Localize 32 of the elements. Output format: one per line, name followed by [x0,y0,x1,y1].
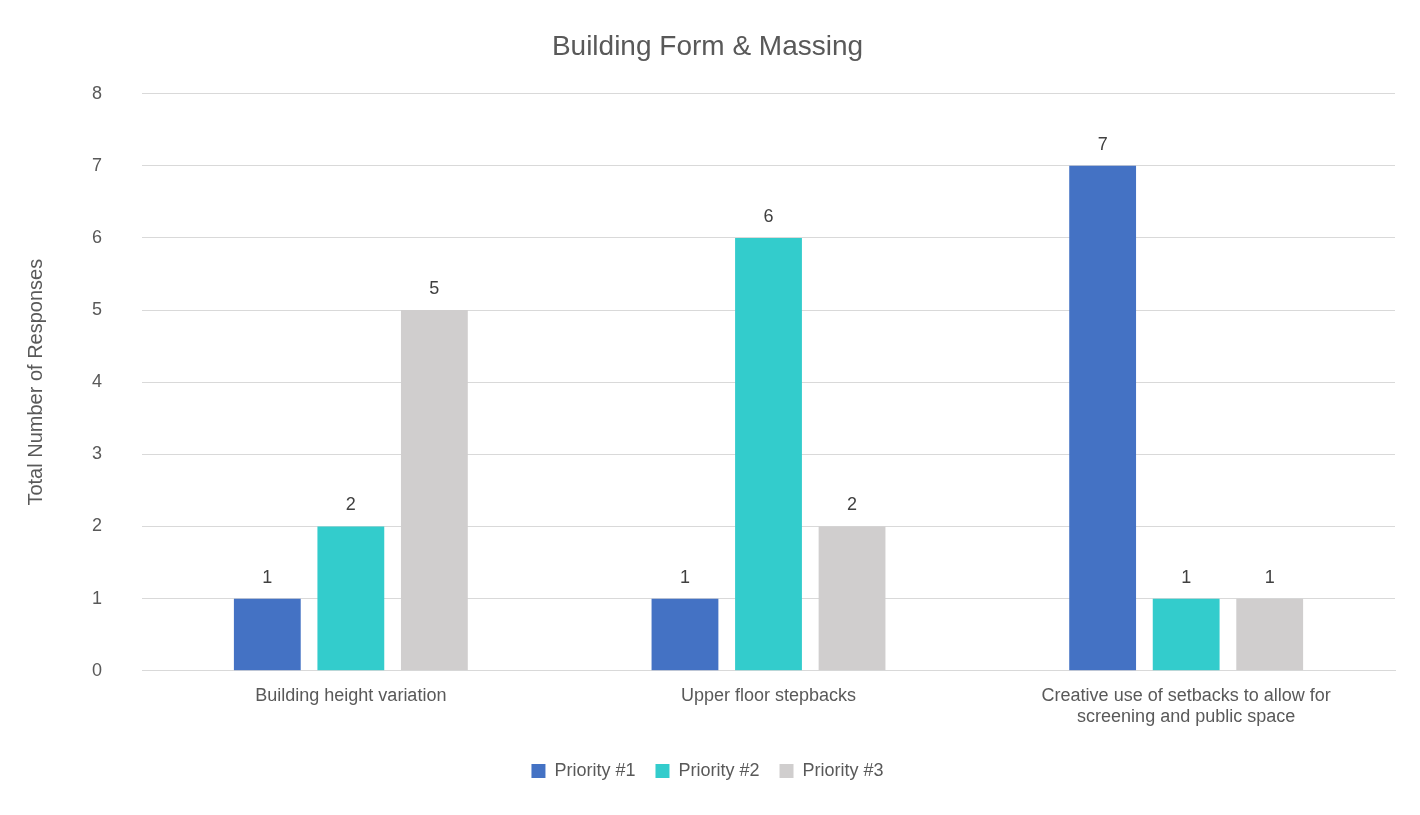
y-tick-label: 6 [92,226,103,247]
data-label: 5 [429,278,440,299]
data-label: 1 [262,566,273,587]
chart-title: Building Form & Massing [551,29,864,61]
y-tick-label: 8 [92,82,103,103]
bar [651,598,719,671]
bar [1069,165,1137,671]
bar [735,237,802,671]
y-tick-label: 2 [92,515,103,536]
y-tick-label: 5 [92,299,103,320]
x-tick-label: Building height variation [255,684,447,705]
legend-label: Priority #2 [678,759,760,780]
bar [317,526,385,671]
bar [233,598,301,671]
y-tick-label: 1 [92,587,103,608]
y-tick-label: 7 [92,154,103,175]
data-label: 2 [345,494,356,515]
legend-label: Priority #1 [554,759,636,780]
data-label: 7 [1097,133,1108,154]
data-label: 1 [1181,566,1192,587]
bar [1152,598,1220,671]
x-tick-label: Upper floor stepbacks [680,684,857,705]
y-axis-title: Total Number of Responses [23,258,46,506]
x-tick-label: Creative use of setbacks to allow for screening and public space [1041,684,1331,727]
y-tick-label: 3 [92,443,103,464]
legend-label: Priority #3 [802,759,884,780]
y-tick-label: 0 [92,659,103,680]
data-label: 1 [1264,566,1275,587]
data-label: 2 [847,494,858,515]
data-label: 6 [763,205,774,226]
y-tick-label: 4 [92,371,103,392]
data-label: 1 [679,566,690,587]
